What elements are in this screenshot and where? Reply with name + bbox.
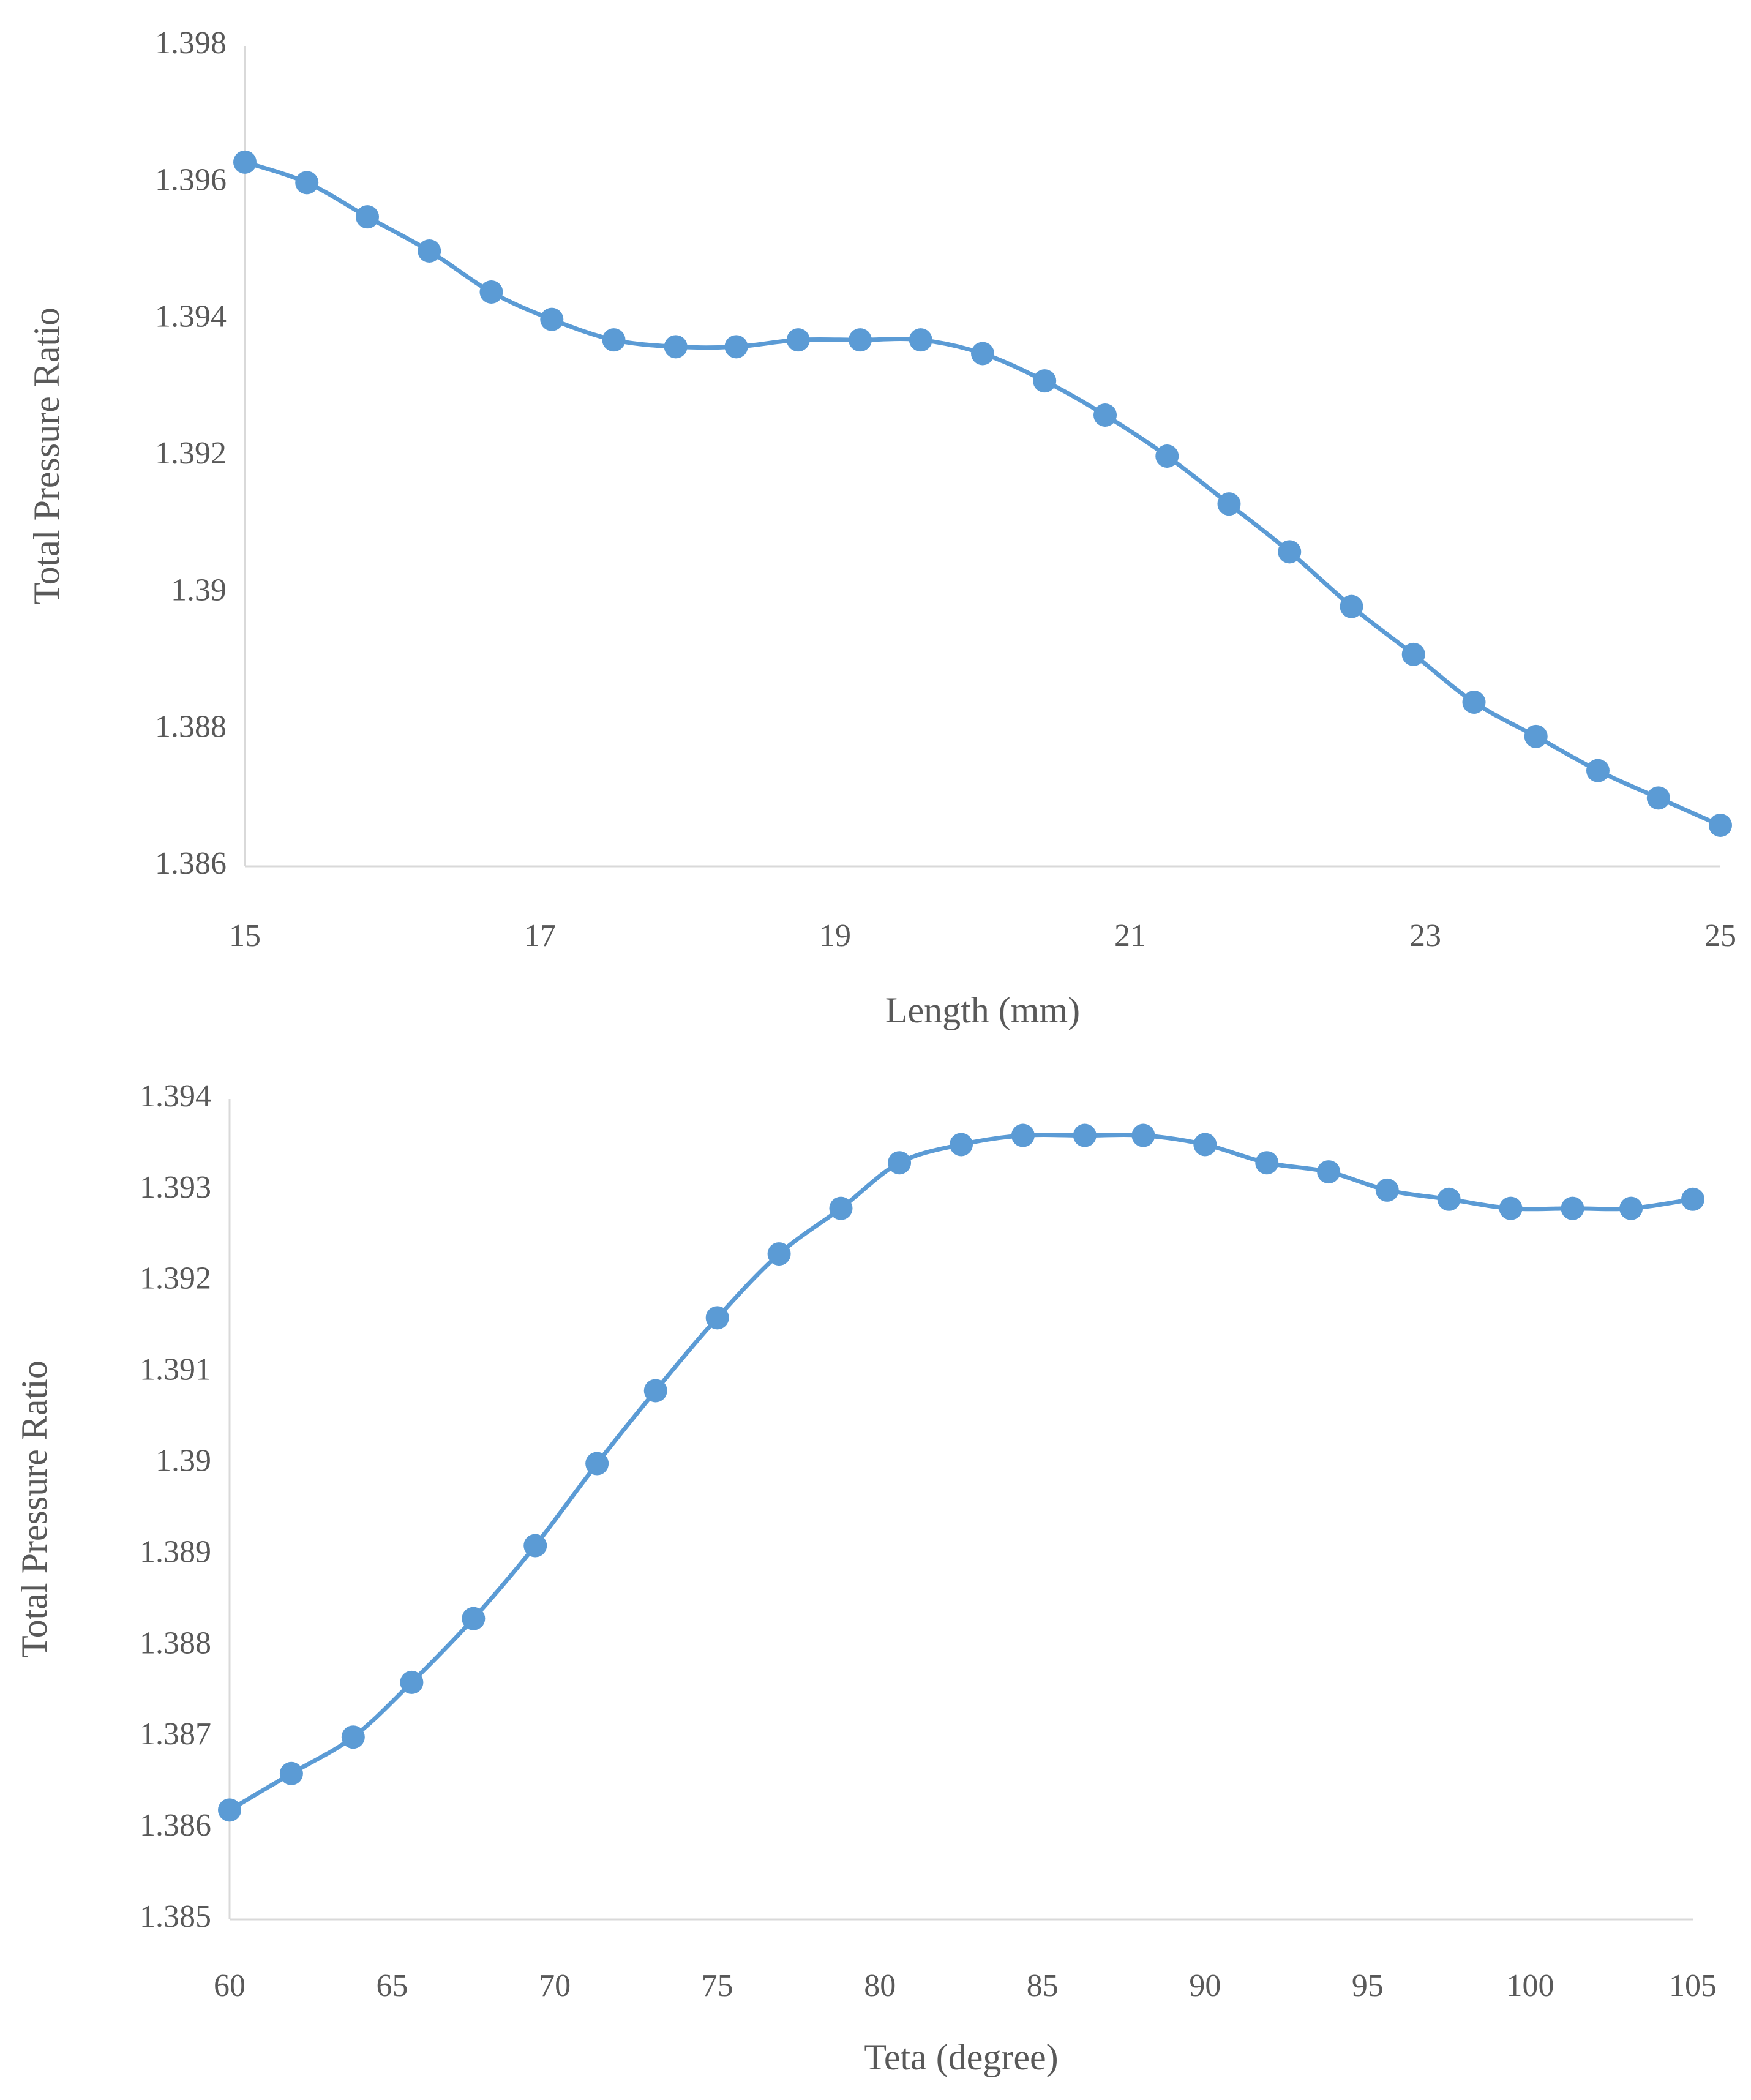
data-point bbox=[724, 335, 748, 359]
data-point bbox=[1093, 403, 1117, 427]
data-point bbox=[1709, 814, 1732, 837]
data-point bbox=[786, 328, 810, 352]
y-tick-label: 1.386 bbox=[155, 846, 227, 881]
data-point bbox=[909, 328, 932, 352]
x-tick-label: 105 bbox=[1669, 1968, 1717, 2003]
y-tick-label: 1.392 bbox=[155, 436, 227, 471]
data-point bbox=[1619, 1196, 1643, 1220]
x-tick-label: 21 bbox=[1114, 918, 1146, 953]
data-point bbox=[888, 1151, 912, 1175]
y-tick-label: 1.394 bbox=[155, 299, 227, 334]
data-point bbox=[971, 342, 994, 366]
data-point bbox=[1437, 1187, 1461, 1211]
y-axis-title: Total Pressure Ratio bbox=[26, 307, 67, 605]
data-point bbox=[1278, 540, 1302, 564]
y-tick-label: 1.386 bbox=[140, 1808, 211, 1843]
x-tick-label: 75 bbox=[702, 1968, 733, 2003]
data-point bbox=[1561, 1196, 1584, 1220]
x-tick-label: 65 bbox=[377, 1968, 408, 2003]
data-point bbox=[585, 1452, 609, 1476]
data-point bbox=[1155, 444, 1179, 468]
y-tick-label: 1.398 bbox=[155, 26, 227, 61]
data-point bbox=[218, 1798, 241, 1822]
data-point bbox=[295, 171, 319, 195]
data-point bbox=[643, 1379, 667, 1403]
data-point bbox=[1131, 1123, 1155, 1147]
data-point bbox=[1317, 1160, 1341, 1184]
data-point bbox=[540, 307, 564, 331]
data-point bbox=[341, 1725, 365, 1749]
data-point bbox=[1011, 1123, 1035, 1147]
x-tick-label: 60 bbox=[214, 1968, 246, 2003]
x-tick-label: 25 bbox=[1704, 918, 1736, 953]
series-line bbox=[227, 1132, 1695, 1812]
y-tick-label: 1.388 bbox=[155, 710, 227, 744]
x-tick-label: 23 bbox=[1409, 918, 1441, 953]
y-tick-label: 1.394 bbox=[140, 1079, 211, 1114]
x-axis-title: Teta (degree) bbox=[864, 2037, 1058, 2077]
data-point bbox=[479, 280, 503, 304]
x-tick-label: 100 bbox=[1506, 1968, 1554, 2003]
data-point bbox=[1033, 369, 1057, 393]
data-point bbox=[1401, 642, 1425, 666]
data-point bbox=[400, 1670, 424, 1694]
data-point bbox=[1340, 594, 1363, 618]
data-point bbox=[233, 150, 257, 174]
y-tick-label: 1.389 bbox=[140, 1534, 211, 1569]
x-tick-label: 95 bbox=[1352, 1968, 1384, 2003]
data-point bbox=[418, 239, 441, 263]
data-point bbox=[1193, 1133, 1217, 1157]
y-tick-label: 1.387 bbox=[140, 1717, 211, 1752]
data-point bbox=[462, 1607, 486, 1630]
y-tick-label: 1.393 bbox=[140, 1170, 211, 1205]
x-axis-title: Length (mm) bbox=[885, 990, 1080, 1030]
y-tick-label: 1.39 bbox=[156, 1443, 211, 1478]
data-point bbox=[1255, 1151, 1279, 1175]
data-point bbox=[1586, 759, 1610, 782]
x-tick-label: 85 bbox=[1027, 1968, 1059, 2003]
y-axis-title: Total Pressure Ratio bbox=[14, 1360, 54, 1658]
data-point bbox=[1073, 1123, 1097, 1147]
data-point bbox=[1499, 1196, 1523, 1220]
y-tick-label: 1.396 bbox=[155, 162, 227, 197]
data-point bbox=[523, 1534, 547, 1558]
data-point bbox=[1524, 724, 1548, 748]
data-point bbox=[1217, 492, 1241, 516]
data-point bbox=[279, 1761, 303, 1785]
y-tick-label: 1.385 bbox=[140, 1899, 211, 1934]
data-point bbox=[767, 1242, 791, 1266]
x-tick-label: 15 bbox=[229, 918, 261, 953]
data-point bbox=[1462, 691, 1486, 714]
y-tick-label: 1.388 bbox=[140, 1626, 211, 1660]
x-tick-label: 70 bbox=[539, 1968, 571, 2003]
x-tick-label: 90 bbox=[1189, 1968, 1221, 2003]
data-point bbox=[1646, 786, 1670, 810]
y-tick-label: 1.391 bbox=[140, 1352, 211, 1387]
data-point bbox=[705, 1306, 729, 1330]
x-tick-label: 19 bbox=[819, 918, 851, 953]
y-tick-label: 1.39 bbox=[171, 572, 227, 607]
data-point bbox=[950, 1133, 973, 1157]
chart-length: 1.386 1.388 1.39 1.392 1.394 1.396 1.398 15 17 19… bbox=[26, 26, 1736, 1030]
y-tick-label: 1.392 bbox=[140, 1261, 211, 1296]
x-tick-label: 17 bbox=[524, 918, 556, 953]
data-point bbox=[829, 1196, 853, 1220]
data-point bbox=[1375, 1178, 1399, 1202]
data-point bbox=[664, 335, 688, 359]
x-tick-label: 80 bbox=[864, 1968, 896, 2003]
data-point bbox=[848, 328, 872, 352]
data-point bbox=[1681, 1187, 1704, 1211]
data-point bbox=[356, 205, 380, 229]
series-line bbox=[242, 160, 1723, 828]
chart-teta: 1.385 1.386 1.387 1.388 1.389 1.39 1.391 1.392 1… bbox=[14, 1079, 1717, 2077]
data-point bbox=[602, 328, 626, 352]
